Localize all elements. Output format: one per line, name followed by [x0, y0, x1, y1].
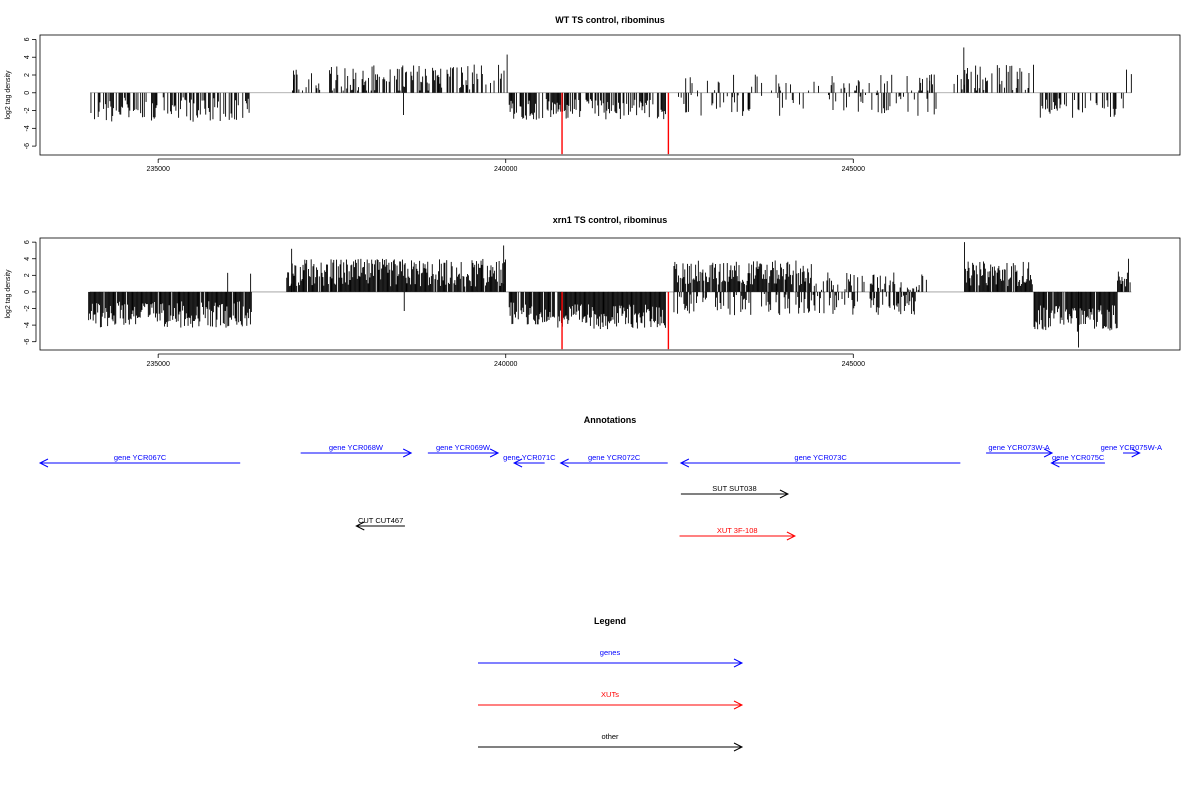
bars-wt	[90, 47, 1132, 155]
feature-arrowhead	[512, 458, 523, 468]
legend-items: genes XUTs other	[478, 648, 744, 752]
legend-arrowhead	[733, 742, 744, 752]
axes-wt: -6 -4 -2 0 2 4 6 235000 240000 245000	[24, 37, 865, 173]
y-tick-label: -2	[24, 107, 31, 113]
legend-label: XUTs	[601, 690, 619, 699]
bars-xrn1	[88, 242, 1132, 350]
y-tick-label: 4	[24, 55, 31, 59]
panel-title-xrn1: xrn1 TS control, ribominus	[553, 215, 668, 225]
panel-xrn1: xrn1 TS control, ribominus log2 tag dens…	[5, 215, 1181, 368]
feature-arrowhead	[402, 448, 413, 458]
y-tick-label: 6	[24, 37, 31, 41]
legend-item: genes	[478, 648, 744, 668]
x-tick-label: 235000	[146, 361, 169, 368]
feature-arrowhead	[1043, 448, 1054, 458]
y-tick-label: 2	[24, 273, 31, 277]
plot-frame-xrn1	[39, 237, 1181, 351]
x-tick-label: 245000	[842, 361, 865, 368]
y-tick-label: 0	[24, 290, 31, 294]
annotation-feature: gene YCR075C	[1050, 453, 1105, 468]
feature-label: CUT CUT467	[358, 516, 403, 525]
legend-arrowhead	[733, 658, 744, 668]
x-tick-label: 240000	[494, 166, 517, 173]
feature-label: gene YCR068W	[329, 443, 384, 452]
feature-label: gene YCR073W-A	[988, 443, 1049, 452]
feature-label: gene YCR075W-A	[1101, 443, 1162, 452]
feature-label: gene YCR067C	[114, 453, 167, 462]
annotation-feature: gene YCR073C	[679, 453, 961, 468]
y-tick-label: 0	[24, 91, 31, 95]
feature-label: gene YCR071C	[503, 453, 556, 462]
feature-label: gene YCR075C	[1052, 453, 1105, 462]
feature-label: gene YCR072C	[588, 453, 641, 462]
annotation-feature: gene YCR067C	[38, 453, 241, 468]
feature-arrowhead	[779, 489, 790, 499]
legend-arrowhead	[733, 700, 744, 710]
y-tick-label: -4	[24, 125, 31, 131]
feature-label: gene YCR069W	[436, 443, 491, 452]
axes-xrn1: -6 -4 -2 0 2 4 6 235000 240000 245000	[24, 240, 865, 368]
feature-arrowhead	[559, 458, 569, 468]
panel-title-wt: WT TS control, ribominus	[555, 15, 665, 25]
annotations-title: Annotations	[584, 415, 637, 425]
annotation-feature: gene YCR075W-A	[1101, 443, 1162, 458]
annotation-feature: SUT SUT038	[680, 484, 790, 499]
feature-arrowhead	[1131, 448, 1141, 458]
feature-arrowhead	[38, 458, 49, 468]
annotation-feature: gene YCR073W-A	[986, 443, 1054, 458]
annotation-feature: gene YCR069W	[427, 443, 500, 458]
feature-label: gene YCR073C	[794, 453, 847, 462]
annotation-feature: gene YCR068W	[300, 443, 413, 458]
annotation-feature: CUT CUT467	[355, 516, 405, 531]
y-tick-label: 4	[24, 257, 31, 261]
legend-label: genes	[600, 648, 621, 657]
panel-wt: WT TS control, ribominus log2 tag densit…	[5, 15, 1181, 173]
annotation-feature: gene YCR071C	[503, 453, 556, 468]
ylabel-wt: log2 tag density	[5, 70, 12, 120]
annotation-features: gene YCR067C gene YCR068W gene YCR069W gene…	[38, 443, 1162, 541]
feature-arrowhead	[489, 448, 500, 458]
plot-frame-wt	[39, 34, 1181, 156]
legend-label: other	[601, 732, 619, 741]
legend-title: Legend	[594, 616, 626, 626]
y-tick-label: 2	[24, 73, 31, 77]
y-tick-label: -6	[24, 143, 31, 149]
legend-panel: Legend genes XUTs other	[478, 616, 744, 752]
feature-label: XUT 3F-108	[717, 526, 758, 535]
x-tick-label: 245000	[842, 166, 865, 173]
feature-arrowhead	[786, 531, 797, 541]
x-tick-label: 235000	[146, 166, 169, 173]
feature-arrowhead	[679, 458, 690, 468]
feature-label: SUT SUT038	[712, 484, 756, 493]
feature-arrowhead	[355, 521, 365, 531]
feature-arrowhead	[1050, 458, 1060, 468]
y-tick-label: -6	[24, 338, 31, 344]
annotation-feature: XUT 3F-108	[679, 526, 797, 541]
ylabel-xrn1: log2 tag density	[5, 269, 12, 319]
y-tick-label: -4	[24, 322, 31, 328]
y-tick-label: -2	[24, 305, 31, 311]
legend-item: other	[478, 732, 744, 752]
x-tick-label: 240000	[494, 361, 517, 368]
annotation-feature: gene YCR072C	[559, 453, 668, 468]
legend-item: XUTs	[478, 690, 744, 710]
y-tick-label: 6	[24, 240, 31, 244]
